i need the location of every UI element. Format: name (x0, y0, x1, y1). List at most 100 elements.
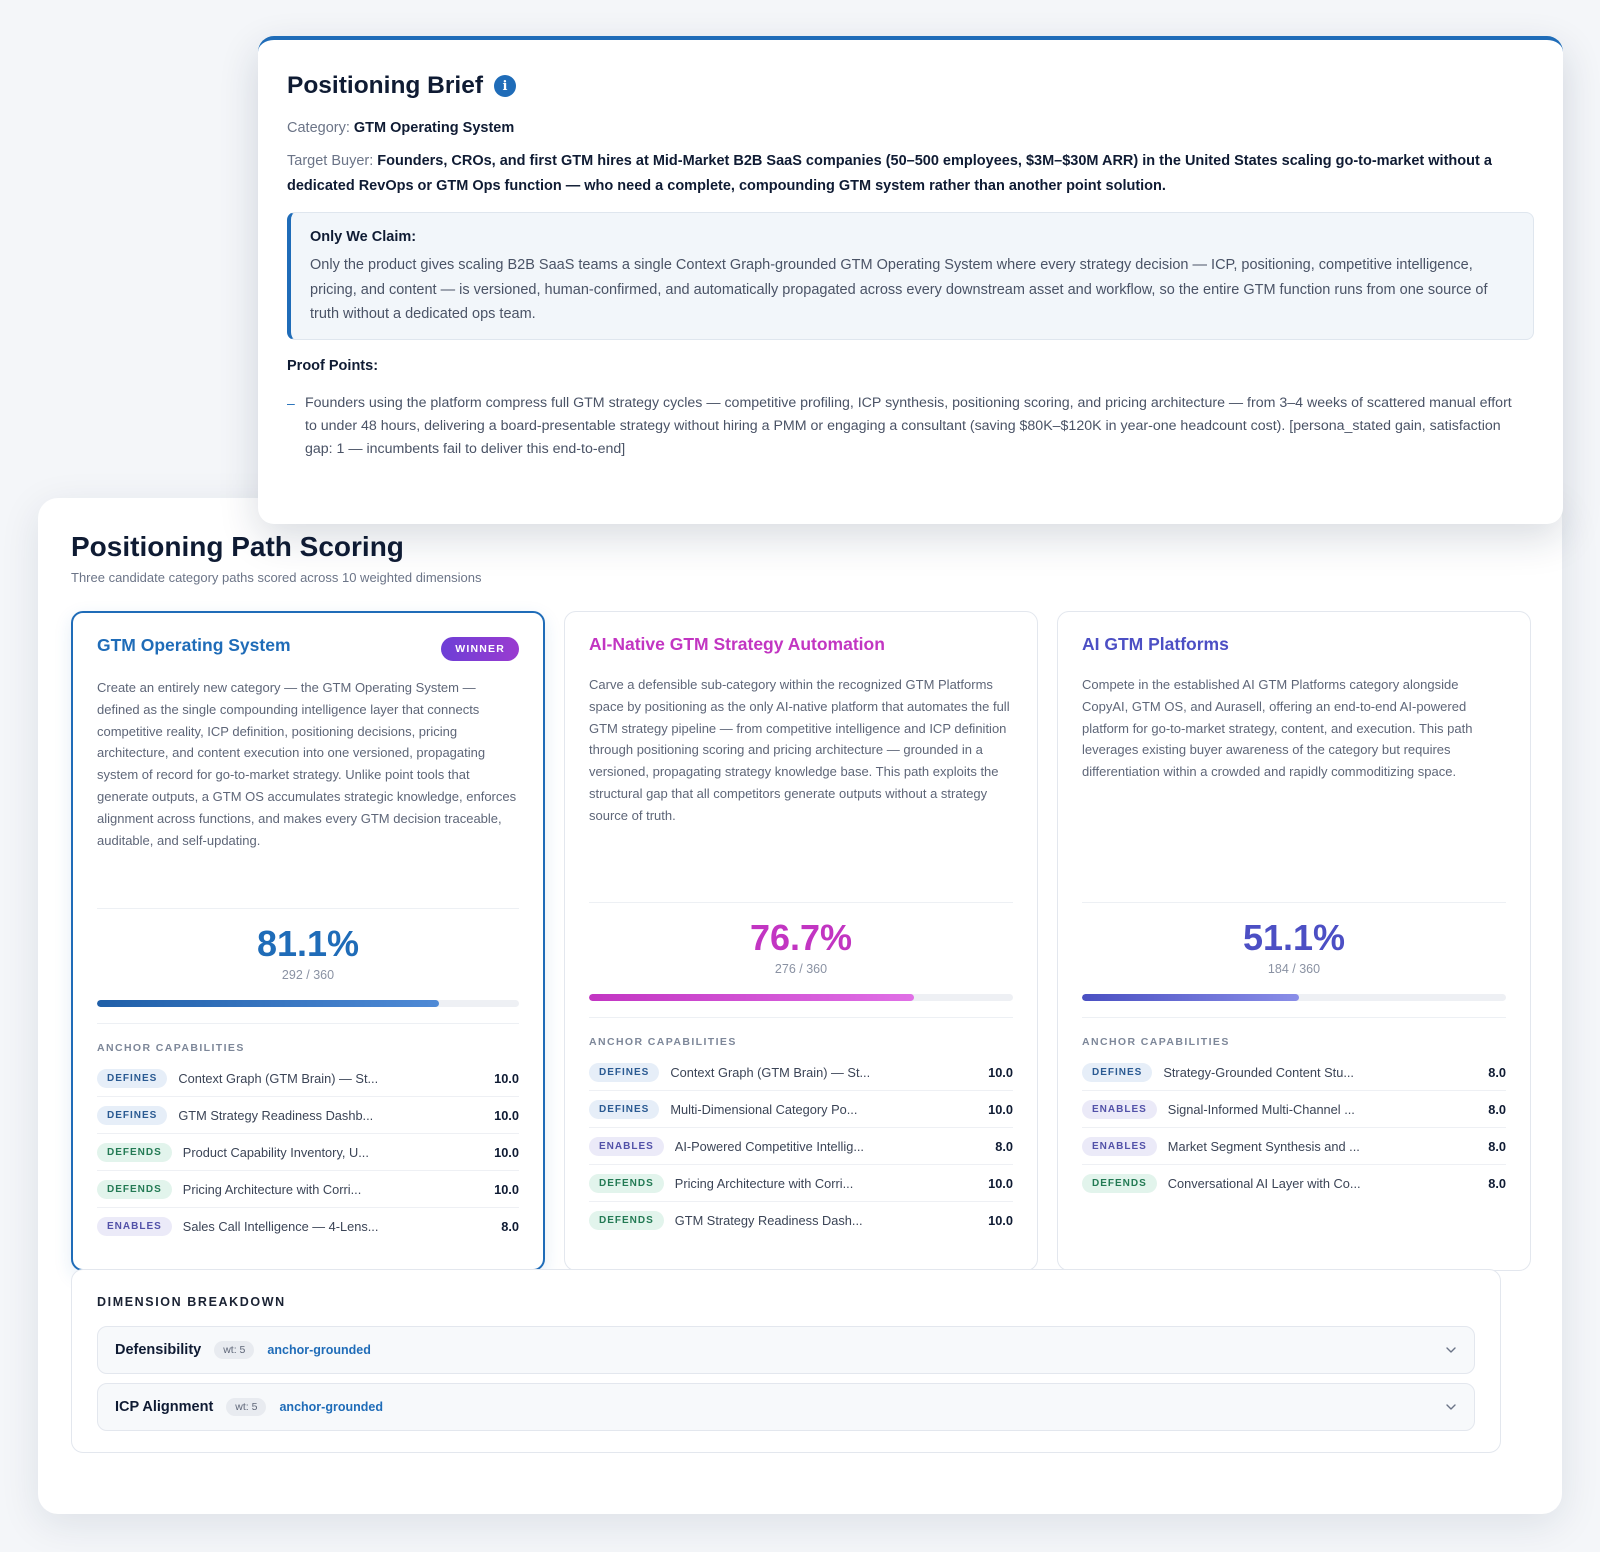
anchor-capability-list: DEFINES Context Graph (GTM Brain) — St..… (589, 1054, 1013, 1239)
path-card-header: AI-Native GTM Strategy Automation (589, 634, 1013, 664)
category-line: Category: GTM Operating System (287, 116, 1501, 141)
anchor-capability-row[interactable]: DEFENDS Pricing Architecture with Corri.… (589, 1165, 1013, 1202)
anchor-capabilities-heading: ANCHOR CAPABILITIES (97, 1042, 245, 1054)
score-progress-bar (589, 994, 1013, 1001)
score-progress-fill (589, 994, 915, 1001)
anchor-capability-row[interactable]: DEFENDS GTM Strategy Readiness Dash... 1… (589, 1202, 1013, 1239)
chevron-down-icon[interactable] (1445, 1344, 1457, 1356)
positioning-brief-panel: Positioning Brief i Category: GTM Operat… (258, 36, 1563, 524)
anchor-tag-defends: DEFENDS (97, 1179, 172, 1199)
dimension-grounding-label: anchor-grounded (279, 1400, 383, 1414)
path-score-percent: 51.1% (1242, 917, 1346, 958)
anchor-capability-score: 8.0 (1488, 1101, 1506, 1117)
anchor-capability-score: 10.0 (494, 1181, 519, 1197)
winner-badge: WINNER (441, 637, 519, 661)
dimension-row-icp-alignment[interactable]: ICP Alignment wt: 5 anchor-grounded (97, 1383, 1475, 1431)
anchor-capabilities-heading: ANCHOR CAPABILITIES (589, 1036, 737, 1048)
anchor-capability-score: 10.0 (494, 1107, 519, 1123)
anchor-tag-defends: DEFENDS (1082, 1174, 1157, 1193)
dimension-row-defensibility[interactable]: Defensibility wt: 5 anchor-grounded (97, 1326, 1475, 1374)
target-buyer-label: Target Buyer: (287, 153, 374, 169)
path-title: AI-Native GTM Strategy Automation (589, 634, 885, 654)
divider (1082, 902, 1506, 903)
anchor-capability-row[interactable]: DEFENDS Conversational AI Layer with Co.… (1082, 1165, 1506, 1202)
anchor-capability-name: Conversational AI Layer with Co... (1167, 1176, 1361, 1191)
anchor-capability-score: 8.0 (501, 1219, 519, 1234)
scoring-subtitle: Three candidate category paths scored ac… (71, 570, 482, 585)
path-card[interactable]: AI-Native GTM Strategy Automation Carve … (564, 611, 1038, 1271)
anchor-capability-row[interactable]: DEFINES Context Graph (GTM Brain) — St..… (97, 1060, 519, 1097)
anchor-capability-name: AI-Powered Competitive Intellig... (674, 1138, 864, 1154)
anchor-capability-score: 8.0 (1488, 1064, 1506, 1080)
anchor-capability-list: DEFINES Strategy-Grounded Content Stu...… (1082, 1054, 1506, 1202)
anchor-tag-enables: ENABLES (97, 1217, 172, 1236)
path-score-fraction: 184 / 360 (1267, 962, 1321, 976)
info-icon[interactable]: i (494, 75, 516, 97)
score-progress-bar (1082, 994, 1506, 1001)
anchor-capabilities-heading: ANCHOR CAPABILITIES (1082, 1036, 1230, 1048)
anchor-capability-row[interactable]: DEFINES Strategy-Grounded Content Stu...… (1082, 1054, 1506, 1091)
category-value: GTM Operating System (353, 120, 515, 136)
divider (97, 1023, 519, 1024)
anchor-tag-defines: DEFINES (589, 1099, 660, 1119)
anchor-capability-name: Multi-Dimensional Category Po... (670, 1101, 858, 1117)
anchor-capability-name: Market Segment Synthesis and ... (1167, 1138, 1360, 1154)
anchor-capability-score: 8.0 (1488, 1138, 1506, 1154)
anchor-tag-defines: DEFINES (97, 1068, 168, 1088)
chevron-down-icon[interactable] (1445, 1401, 1457, 1413)
anchor-capability-name: GTM Strategy Readiness Dash... (674, 1213, 863, 1228)
anchor-capability-score: 10.0 (494, 1070, 519, 1086)
category-label: Category: (287, 120, 350, 136)
anchor-tag-enables: ENABLES (1082, 1099, 1157, 1119)
anchor-capability-name: Sales Call Intelligence — 4-Lens... (182, 1219, 379, 1234)
anchor-capability-score: 10.0 (988, 1175, 1013, 1191)
divider (589, 902, 1013, 903)
anchor-capability-row[interactable]: ENABLES Signal-Informed Multi-Channel ..… (1082, 1091, 1506, 1128)
path-title: GTM Operating System (97, 635, 291, 655)
divider (1082, 1017, 1506, 1018)
path-score-percent: 81.1% (256, 923, 360, 964)
target-buyer-value: Founders, CROs, and first GTM hires at M… (287, 153, 1492, 194)
proof-point-text: Founders using the platform compress ful… (305, 395, 1512, 457)
anchor-capability-row[interactable]: DEFINES GTM Strategy Readiness Dashb... … (97, 1097, 519, 1134)
dimension-name: Defensibility (115, 1342, 202, 1358)
anchor-tag-enables: ENABLES (1082, 1136, 1157, 1156)
score-progress-fill (97, 1000, 440, 1007)
brief-title-text: Positioning Brief (287, 72, 483, 99)
anchor-tag-defends: DEFENDS (589, 1173, 664, 1193)
claim-text: Only the product gives scaling B2B SaaS … (310, 257, 1488, 322)
anchor-capability-row[interactable]: ENABLES Sales Call Intelligence — 4-Lens… (97, 1208, 519, 1245)
proof-point-item: – Founders using the platform compress f… (287, 392, 1513, 461)
anchor-capability-name: GTM Strategy Readiness Dashb... (178, 1107, 374, 1123)
claim-title: Only We Claim: (310, 229, 417, 245)
anchor-capability-row[interactable]: DEFENDS Product Capability Inventory, U.… (97, 1134, 519, 1171)
dimension-name: ICP Alignment (115, 1399, 214, 1415)
anchor-capability-score: 10.0 (988, 1213, 1013, 1228)
anchor-capability-name: Context Graph (GTM Brain) — St... (670, 1064, 871, 1080)
anchor-tag-defines: DEFINES (97, 1105, 168, 1125)
anchor-capability-name: Context Graph (GTM Brain) — St... (178, 1070, 379, 1086)
anchor-tag-defends: DEFENDS (589, 1211, 664, 1230)
path-score-fraction: 292 / 360 (281, 968, 335, 982)
path-card[interactable]: AI GTM Platforms Compete in the establis… (1057, 611, 1531, 1271)
anchor-capability-name: Strategy-Grounded Content Stu... (1163, 1064, 1354, 1080)
anchor-tag-enables: ENABLES (589, 1136, 664, 1156)
anchor-capability-row[interactable]: ENABLES AI-Powered Competitive Intellig.… (589, 1128, 1013, 1165)
path-card-header: AI GTM Platforms (1082, 634, 1506, 664)
anchor-capability-row[interactable]: DEFENDS Pricing Architecture with Corri.… (97, 1171, 519, 1208)
anchor-capability-list: DEFINES Context Graph (GTM Brain) — St..… (97, 1060, 519, 1245)
anchor-capability-name: Pricing Architecture with Corri... (674, 1175, 854, 1191)
anchor-capability-score: 8.0 (1488, 1176, 1506, 1191)
anchor-capability-score: 10.0 (494, 1144, 519, 1160)
path-card-header: GTM Operating System WINNER (97, 635, 519, 665)
dimension-weight-badge: wt: 5 (226, 1398, 267, 1416)
path-card[interactable]: GTM Operating System WINNER Create an en… (71, 611, 545, 1271)
dimension-breakdown: DIMENSION BREAKDOWN Defensibility wt: 5 … (71, 1269, 1501, 1453)
anchor-tag-defines: DEFINES (589, 1062, 660, 1082)
score-progress-fill (1082, 994, 1299, 1001)
anchor-capability-row[interactable]: ENABLES Market Segment Synthesis and ...… (1082, 1128, 1506, 1165)
divider (589, 1017, 1013, 1018)
anchor-capability-row[interactable]: DEFINES Context Graph (GTM Brain) — St..… (589, 1054, 1013, 1091)
path-score-percent: 76.7% (749, 917, 853, 958)
anchor-capability-row[interactable]: DEFINES Multi-Dimensional Category Po...… (589, 1091, 1013, 1128)
